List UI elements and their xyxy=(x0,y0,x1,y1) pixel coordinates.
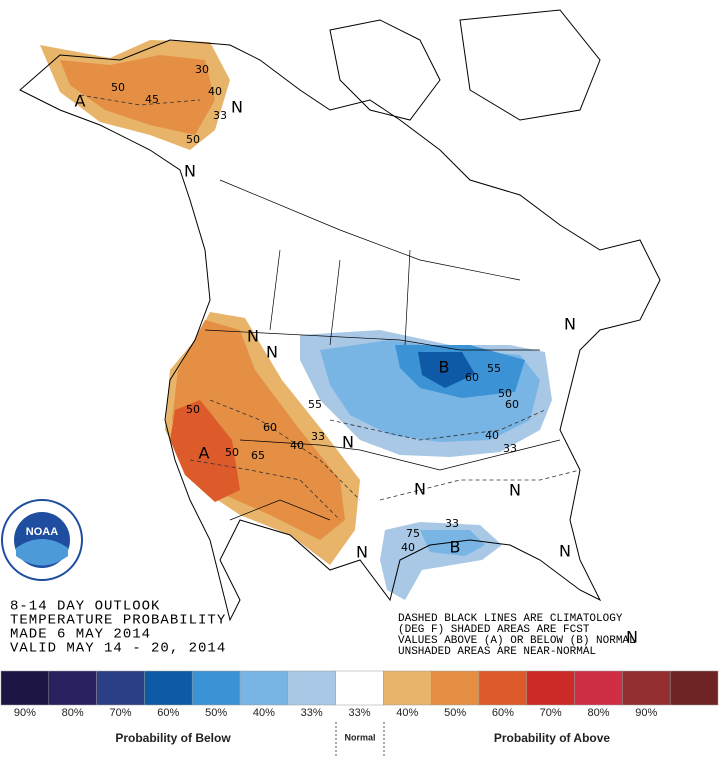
header-line: MADE 6 MAY 2014 xyxy=(10,627,151,643)
legend: 90% 80% 70% 60% 50% 40% 33% 33% 40% 50% 60% 70% 80% 9… xyxy=(0,670,719,719)
legend-swatch xyxy=(478,670,528,706)
note-line: VALUES ABOVE (A) OR BELOW (B) NORMAL xyxy=(398,635,636,647)
map-label: 40 xyxy=(485,429,499,442)
note-line: UNSHADED AREAS ARE NEAR-NORMAL xyxy=(398,646,596,658)
note-line: (DEG F) SHADED AREAS ARE FCST xyxy=(398,624,590,636)
map-label: N xyxy=(342,433,354,452)
legend-swatch xyxy=(239,670,289,706)
header-line: 8-14 DAY OUTLOOK xyxy=(10,599,160,615)
legend-label: 50% xyxy=(205,707,227,719)
legend-label: 70% xyxy=(540,707,562,719)
legend-label: 50% xyxy=(444,707,466,719)
map-label: 50 xyxy=(498,387,512,400)
map-label: 33 xyxy=(503,442,517,455)
map-label: 40 xyxy=(208,85,222,98)
map-label: 75 xyxy=(406,527,420,540)
legend-swatch xyxy=(383,670,432,706)
legend-swatch xyxy=(191,670,241,706)
map-label: 40 xyxy=(290,439,304,452)
map-label: N xyxy=(509,481,521,500)
map-label: N xyxy=(184,162,196,181)
map-label: 33 xyxy=(445,517,459,530)
legend-swatch xyxy=(335,670,384,706)
legend-label: 80% xyxy=(62,707,84,719)
map-label: N xyxy=(356,543,368,562)
note-line: DASHED BLACK LINES ARE CLIMATOLOGY xyxy=(398,613,623,625)
legend-label: 90% xyxy=(635,707,657,719)
header-line: VALID MAY 14 - 20, 2014 xyxy=(10,641,226,657)
map-label: N xyxy=(231,98,243,117)
legend-swatch xyxy=(287,670,336,706)
map-label: B xyxy=(439,358,450,377)
map-label: 40 xyxy=(401,541,415,554)
logo-text: NOAA xyxy=(26,526,58,538)
map-label: N xyxy=(626,628,638,647)
legend-label: 40% xyxy=(253,707,275,719)
legend-label: 40% xyxy=(396,707,418,719)
legend-swatch xyxy=(622,670,671,706)
legend-swatch xyxy=(48,670,97,706)
map-label: 33 xyxy=(213,109,227,122)
map-label: 60 xyxy=(505,398,519,411)
legend-normal: Normal xyxy=(344,732,375,742)
map-label: 30 xyxy=(195,63,209,76)
map-label: 55 xyxy=(487,362,501,375)
legend-swatch xyxy=(526,670,575,706)
noaa-logo: NOAA xyxy=(1,499,83,581)
outlines xyxy=(19,9,661,622)
map-label: A xyxy=(75,92,86,111)
map-label: 50 xyxy=(186,403,200,416)
map-label: N xyxy=(247,327,259,346)
legend-label: 33% xyxy=(301,707,323,719)
map-label: 50 xyxy=(111,81,125,94)
map-label: 50 xyxy=(225,446,239,459)
legend-label: 80% xyxy=(587,707,609,719)
legend-label: 60% xyxy=(492,707,514,719)
legend-swatch xyxy=(0,670,50,706)
map-label: 60 xyxy=(465,371,479,384)
legend-label: 70% xyxy=(109,707,131,719)
map-label: N xyxy=(559,542,571,561)
legend-swatch xyxy=(574,670,623,706)
map-label: N xyxy=(564,315,576,334)
map-label: A xyxy=(199,444,210,463)
legend-swatch xyxy=(669,670,719,706)
map-label: 45 xyxy=(145,93,159,106)
map-label: 65 xyxy=(251,449,265,462)
legend-swatch xyxy=(96,670,145,706)
map-label: N xyxy=(266,343,278,362)
legend-label: 60% xyxy=(157,707,179,719)
legend-swatch xyxy=(430,670,480,706)
map-label: N xyxy=(414,480,426,499)
legend-label: 90% xyxy=(14,707,36,719)
map-label: 55 xyxy=(308,398,322,411)
header-line: TEMPERATURE PROBABILITY xyxy=(10,613,226,629)
legend-swatch xyxy=(144,670,193,706)
map-label: B xyxy=(450,538,461,557)
legend-label: 33% xyxy=(348,707,370,719)
shaded-areas xyxy=(40,40,552,600)
map-label: 60 xyxy=(263,421,277,434)
map-label: 33 xyxy=(311,430,325,443)
map-label: 50 xyxy=(186,133,200,146)
legend-below: Probability of Below xyxy=(115,731,231,745)
legend-above: Probability of Above xyxy=(494,731,611,745)
